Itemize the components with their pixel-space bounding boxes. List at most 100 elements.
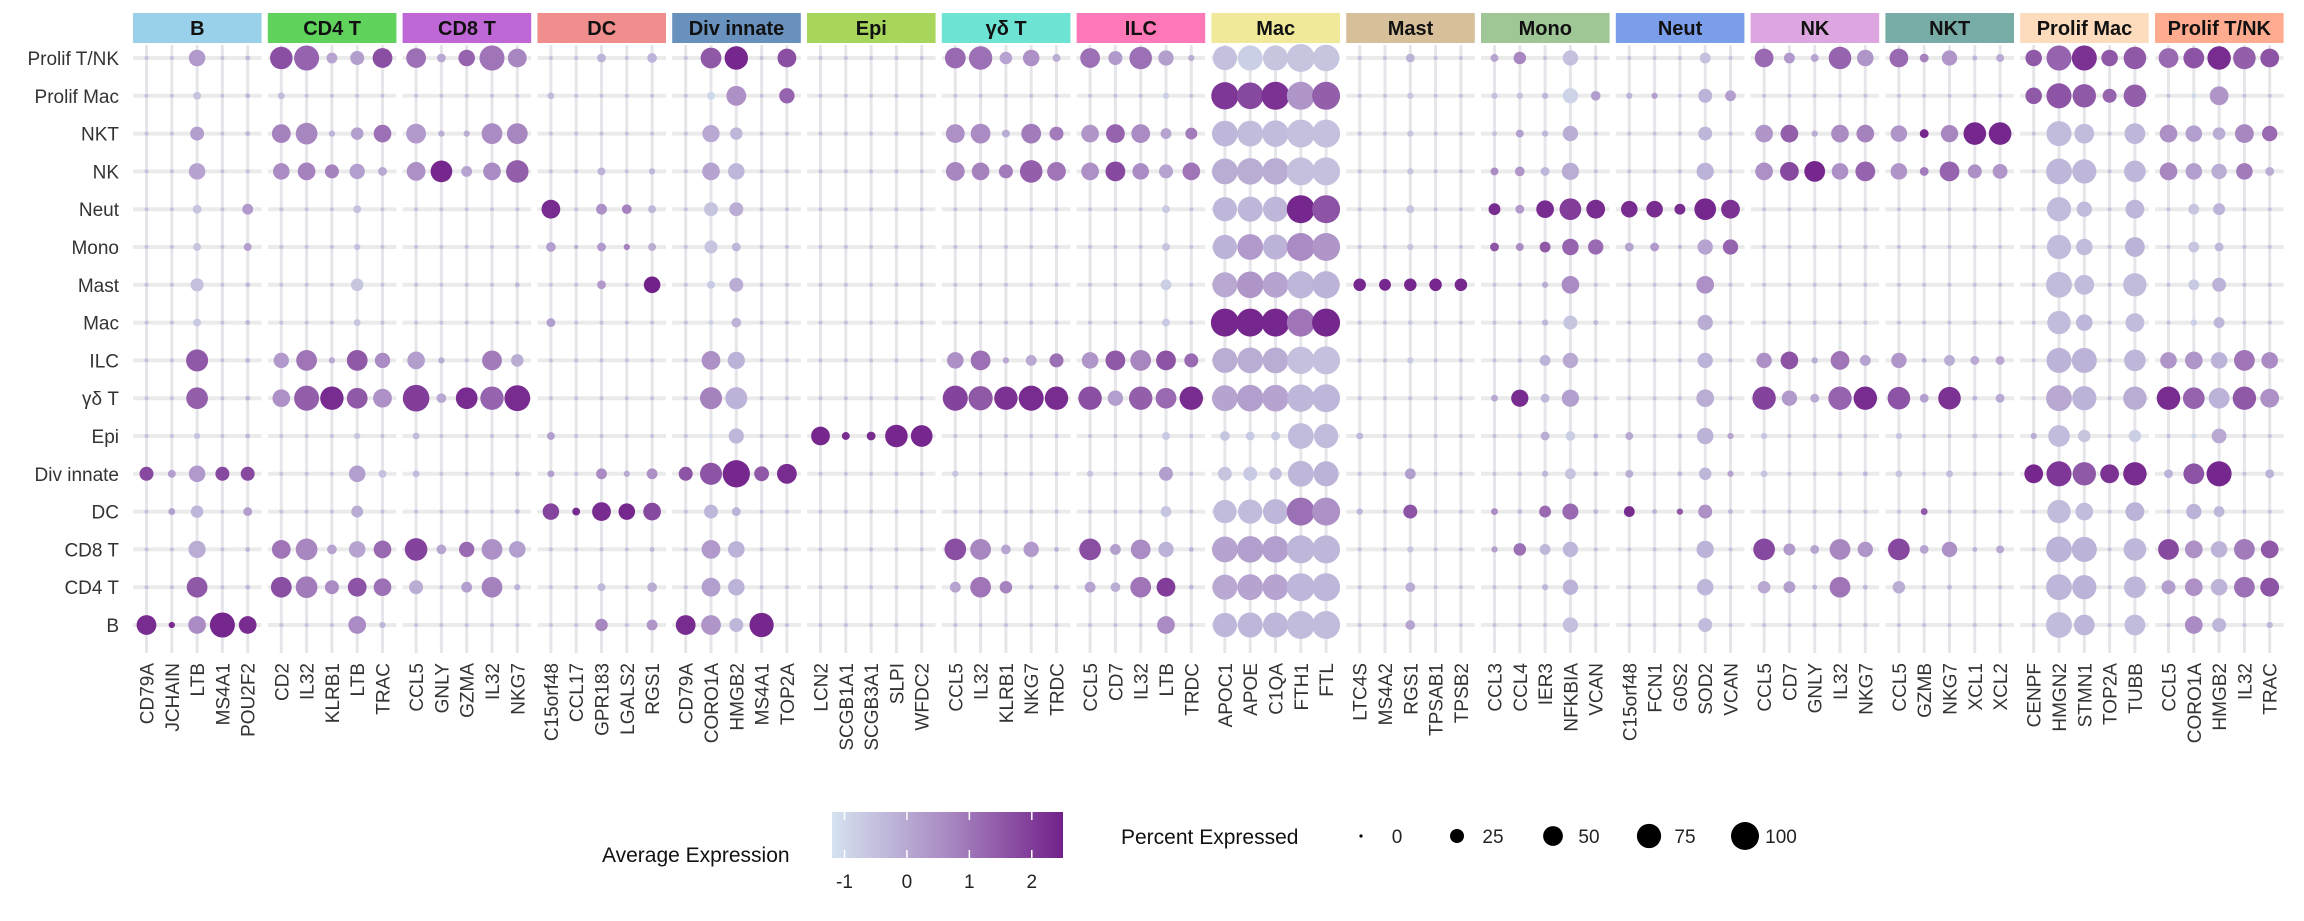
dot xyxy=(541,199,561,219)
dot xyxy=(1383,434,1387,438)
dot xyxy=(1895,432,1903,440)
dot xyxy=(683,207,688,212)
dot xyxy=(1586,199,1606,219)
dot xyxy=(1023,541,1039,558)
dot xyxy=(2124,123,2146,144)
dot xyxy=(245,93,251,99)
dot xyxy=(1109,543,1121,555)
dot xyxy=(1429,278,1442,292)
dot xyxy=(1211,82,1239,110)
dot xyxy=(869,358,874,363)
dot xyxy=(1383,320,1387,325)
dot xyxy=(2107,434,2112,438)
dot xyxy=(1787,623,1792,627)
dot xyxy=(919,547,924,552)
dot xyxy=(1312,308,1341,337)
dot xyxy=(643,502,661,521)
dot xyxy=(2046,385,2072,412)
dot xyxy=(1433,434,1438,438)
dot xyxy=(1988,122,2012,145)
dot xyxy=(1562,352,1579,369)
dot xyxy=(353,319,361,327)
dot xyxy=(650,93,655,98)
row-label: CD8 T xyxy=(64,540,119,561)
dot xyxy=(1593,585,1598,590)
dot xyxy=(348,465,366,483)
dot xyxy=(2182,387,2205,410)
dot xyxy=(592,502,611,521)
dot xyxy=(1513,543,1527,556)
dot xyxy=(869,585,874,590)
dot xyxy=(2212,277,2227,292)
dot xyxy=(1727,470,1734,477)
dot xyxy=(1492,358,1497,363)
dot xyxy=(1838,245,1842,249)
dot xyxy=(2166,207,2171,212)
dot xyxy=(1810,544,1820,554)
dot xyxy=(1130,539,1151,560)
dot xyxy=(722,460,750,488)
dot xyxy=(2031,585,2036,590)
dot xyxy=(869,56,874,60)
dot xyxy=(683,131,688,136)
dot xyxy=(1357,56,1362,60)
dot xyxy=(683,245,688,249)
dot xyxy=(1896,245,1901,249)
dot xyxy=(1018,385,1044,411)
dot xyxy=(894,169,899,174)
dot xyxy=(144,320,149,325)
dot xyxy=(2107,585,2112,590)
dot xyxy=(2107,623,2112,627)
dot xyxy=(2031,509,2036,514)
dot xyxy=(2185,125,2203,142)
dot xyxy=(818,509,823,514)
dot xyxy=(1357,93,1362,98)
dot xyxy=(1405,620,1416,630)
dot xyxy=(1054,623,1059,627)
dot xyxy=(1245,431,1255,441)
dot xyxy=(1627,396,1632,401)
dot xyxy=(1828,386,1852,410)
dot xyxy=(1110,582,1121,593)
dot xyxy=(1286,119,1315,148)
dot xyxy=(350,127,364,140)
dot xyxy=(843,585,848,590)
dot xyxy=(329,623,334,627)
dot xyxy=(953,245,958,249)
facet-strip-label: Mast xyxy=(1388,18,1434,40)
dot xyxy=(1106,124,1125,143)
dot xyxy=(1155,387,1177,409)
dot xyxy=(818,320,823,325)
dot xyxy=(1003,207,1008,212)
dot xyxy=(1179,386,1204,410)
dot xyxy=(1810,54,1819,62)
dot xyxy=(1003,93,1008,98)
dot xyxy=(1312,535,1341,564)
gene-label: TPSB2 xyxy=(1452,663,1473,723)
dot xyxy=(818,471,823,476)
gene-label: LCN2 xyxy=(812,663,833,712)
dot xyxy=(2046,574,2072,601)
dot xyxy=(650,320,655,325)
gene-label: LGALS2 xyxy=(618,663,639,735)
dot xyxy=(511,354,524,367)
dot xyxy=(1652,282,1657,287)
dot xyxy=(1088,245,1093,249)
dot xyxy=(1047,162,1066,181)
dot xyxy=(729,618,744,632)
dot xyxy=(1541,281,1549,288)
dot xyxy=(1433,245,1438,249)
dot xyxy=(1286,497,1315,526)
dot xyxy=(220,207,225,212)
dot xyxy=(548,396,553,401)
dot xyxy=(1652,396,1657,401)
dot xyxy=(704,202,718,217)
dot xyxy=(1458,131,1463,136)
dot xyxy=(1540,431,1550,441)
dot xyxy=(2265,469,2275,479)
dot xyxy=(701,577,721,597)
dot xyxy=(1383,585,1387,590)
dot xyxy=(1896,207,1901,212)
dot xyxy=(919,56,924,60)
dot xyxy=(209,612,235,638)
